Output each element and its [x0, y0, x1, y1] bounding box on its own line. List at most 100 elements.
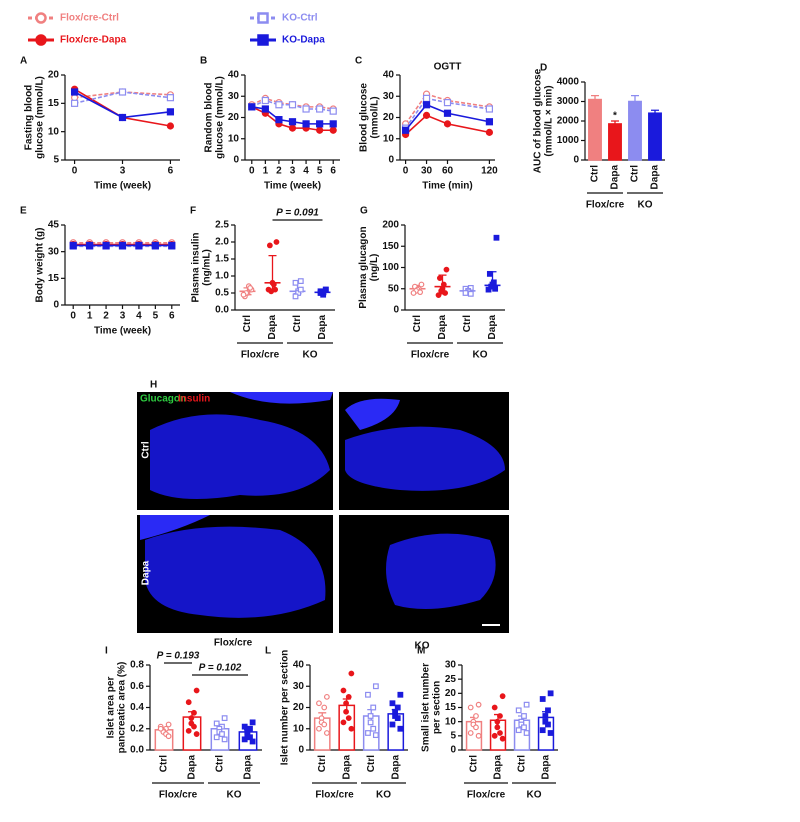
data-point — [297, 278, 304, 284]
data-point — [329, 120, 337, 128]
data-point — [323, 693, 330, 700]
x-tick-label: Ctrl — [469, 755, 480, 772]
data-point — [462, 290, 469, 296]
data-point — [241, 736, 248, 743]
y-tick-label: 0 — [298, 745, 304, 756]
x-tick-label: Dapa — [541, 755, 552, 780]
bar — [648, 112, 662, 161]
y-tick-label: 150 — [382, 241, 399, 252]
series-line — [405, 114, 490, 136]
y-tick-label: 0 — [450, 745, 456, 756]
data-point — [118, 241, 127, 250]
y-tick-label: 0.2 — [130, 723, 144, 734]
x-tick-label: Ctrl — [292, 315, 303, 332]
panel-letter: I — [105, 646, 108, 657]
data-point — [322, 286, 329, 293]
data-point — [329, 107, 337, 115]
y-tick-label: 0 — [53, 300, 59, 311]
y-tick-label: 30 — [48, 246, 60, 257]
x-tick-label: 4 — [136, 311, 142, 322]
y-tick-label: 20 — [293, 702, 305, 713]
data-point — [372, 683, 379, 690]
data-point — [329, 126, 337, 134]
data-point — [275, 116, 283, 124]
group-label: Flox/cre — [467, 790, 506, 801]
stain-label: Insulin — [178, 394, 210, 405]
x-tick-label: 1 — [87, 311, 93, 322]
data-point — [443, 266, 450, 273]
data-point — [323, 730, 330, 736]
data-point — [436, 275, 443, 282]
bar — [588, 98, 602, 161]
data-point — [467, 730, 474, 736]
y-tick-label: 5 — [53, 155, 59, 166]
data-point — [166, 122, 175, 130]
data-point — [191, 709, 197, 716]
y-axis-label: Small islet number — [421, 663, 432, 752]
data-point — [193, 731, 200, 737]
data-point — [102, 241, 110, 250]
data-point — [492, 285, 499, 292]
legend-label: KO-Ctrl — [282, 13, 318, 24]
data-point — [288, 124, 297, 132]
data-point — [443, 99, 452, 107]
y-tick-label: 5 — [450, 730, 456, 741]
legend-marker — [35, 34, 47, 46]
data-point — [221, 715, 228, 722]
data-point — [497, 713, 503, 719]
y-tick-label: 10 — [383, 133, 395, 144]
data-point — [118, 88, 127, 96]
x-tick-label: 120 — [481, 166, 498, 177]
x-tick-label: 5 — [317, 166, 323, 177]
chart-title: OGTT — [434, 62, 462, 73]
data-point — [410, 290, 417, 296]
group-label: KO — [527, 790, 542, 801]
y-axis-label: Islet area per — [106, 677, 117, 739]
y-axis-label: (ng/L) — [369, 254, 380, 282]
data-point — [348, 725, 355, 732]
row-label: Ctrl — [141, 441, 152, 458]
data-point — [249, 738, 256, 745]
y-tick-label: 40 — [383, 70, 395, 81]
column-label: Flox/cre — [214, 638, 253, 649]
data-point — [372, 732, 379, 739]
y-tick-label: 30 — [228, 91, 240, 102]
data-point — [321, 721, 328, 728]
y-tick-label: 0.0 — [215, 305, 229, 316]
data-point — [118, 113, 127, 122]
y-axis-label: pancreatic area (%) — [117, 662, 128, 754]
data-point — [539, 696, 546, 702]
data-point — [165, 733, 172, 740]
row-label: Dapa — [141, 560, 152, 585]
y-tick-label: 4000 — [557, 77, 580, 88]
y-tick-label: 30 — [383, 91, 395, 102]
data-point — [261, 105, 269, 113]
x-tick-label: 0 — [403, 166, 409, 177]
data-point — [485, 118, 494, 126]
data-point — [213, 734, 220, 741]
x-axis-label: Time (week) — [264, 181, 321, 192]
series-line — [404, 93, 490, 125]
data-point — [240, 291, 247, 298]
data-point — [485, 105, 494, 113]
y-tick-label: 15 — [48, 273, 60, 284]
data-point — [539, 727, 546, 734]
x-tick-label: 0 — [72, 166, 78, 177]
y-axis-label: Blood glucose — [359, 83, 370, 152]
x-tick-label: Ctrl — [215, 755, 226, 772]
x-tick-label: 5 — [153, 311, 159, 322]
x-tick-label: Dapa — [267, 315, 278, 340]
series-line — [404, 103, 490, 131]
data-point — [545, 707, 551, 714]
star-label: * — [613, 111, 617, 122]
data-point — [316, 105, 324, 113]
y-tick-label: 2.0 — [215, 237, 229, 248]
x-tick-label: 30 — [421, 166, 433, 177]
x-axis-label: Time (min) — [422, 181, 472, 192]
panel-letter: H — [150, 380, 157, 391]
x-axis-label: Time (week) — [94, 181, 151, 192]
x-tick-label: Dapa — [243, 755, 254, 780]
x-tick-label: Dapa — [390, 755, 401, 780]
group-label: Flox/cre — [586, 200, 625, 211]
